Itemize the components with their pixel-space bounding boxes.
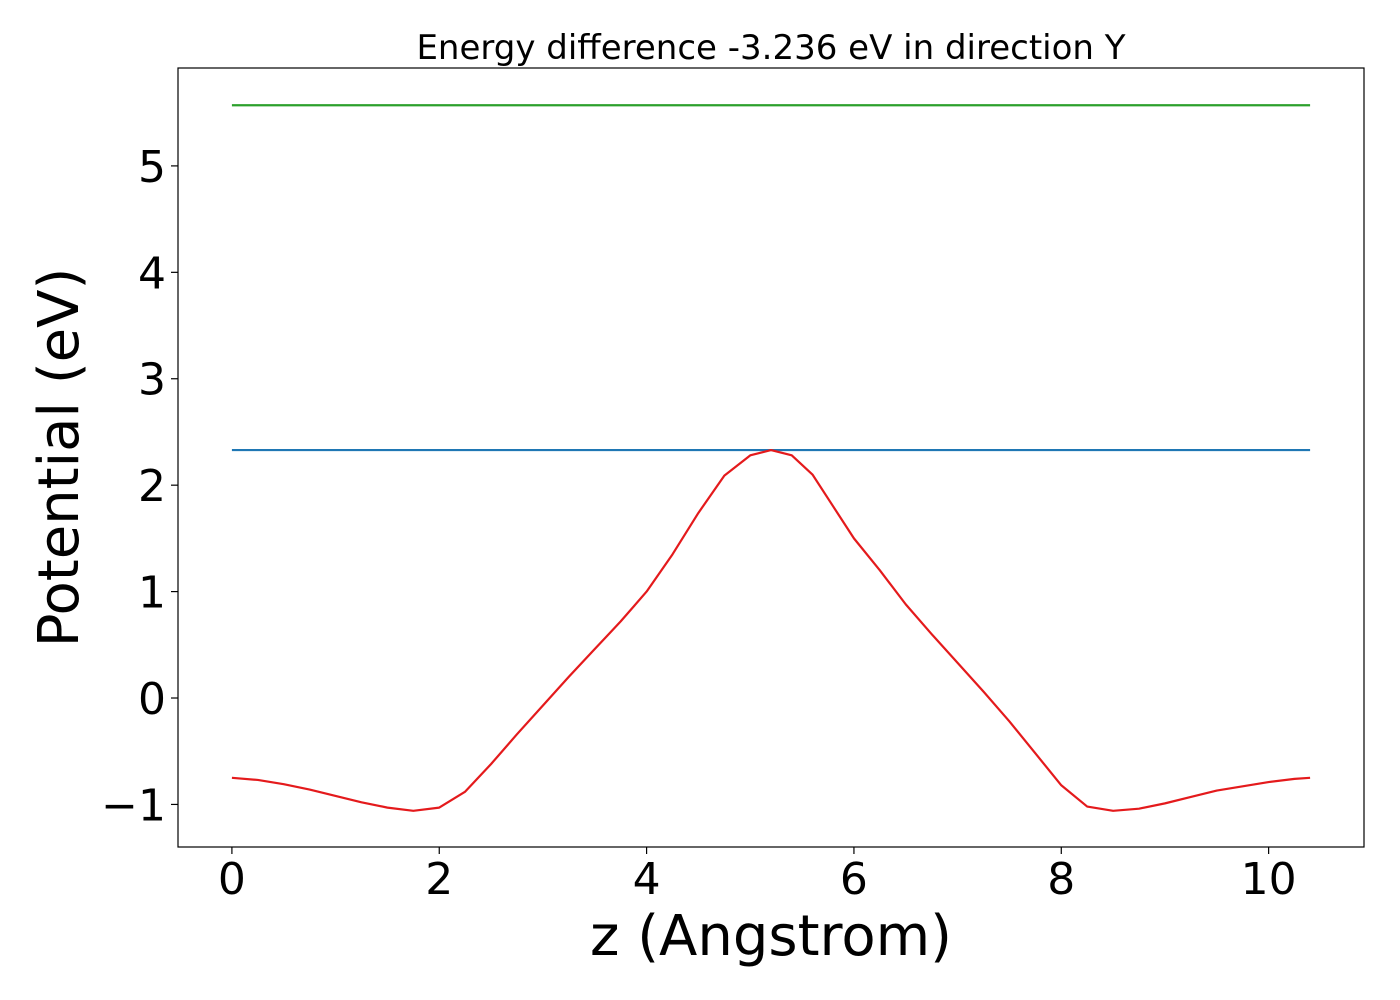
x-tick-label: 8 xyxy=(1047,854,1075,905)
series-layer xyxy=(231,104,1311,812)
y-axis-ticks: −1 0 1 2 3 4 5 xyxy=(101,142,178,831)
y-tick-label: −1 xyxy=(101,780,166,831)
y-tick-label: 5 xyxy=(138,142,166,193)
y-axis-title: Potential (eV) xyxy=(27,268,92,648)
y-tick-label: 3 xyxy=(138,355,166,406)
x-tick-label: 4 xyxy=(633,854,661,905)
y-tick-label: 1 xyxy=(138,568,166,619)
plot-frame xyxy=(177,67,1365,848)
chart-title: Energy difference -3.236 eV in direction… xyxy=(416,28,1125,68)
x-axis-title: z (Angstrom) xyxy=(590,904,952,969)
x-tick-label: 10 xyxy=(1241,854,1297,905)
x-tick-label: 6 xyxy=(840,854,868,905)
x-axis-ticks: 0 2 4 6 8 10 xyxy=(218,847,1297,905)
x-tick-label: 0 xyxy=(218,854,246,905)
x-tick-label: 2 xyxy=(425,854,453,905)
y-tick-label: 0 xyxy=(138,674,166,725)
y-tick-label: 2 xyxy=(138,461,166,512)
series-line-2 xyxy=(231,448,1311,812)
y-tick-label: 4 xyxy=(138,248,166,299)
